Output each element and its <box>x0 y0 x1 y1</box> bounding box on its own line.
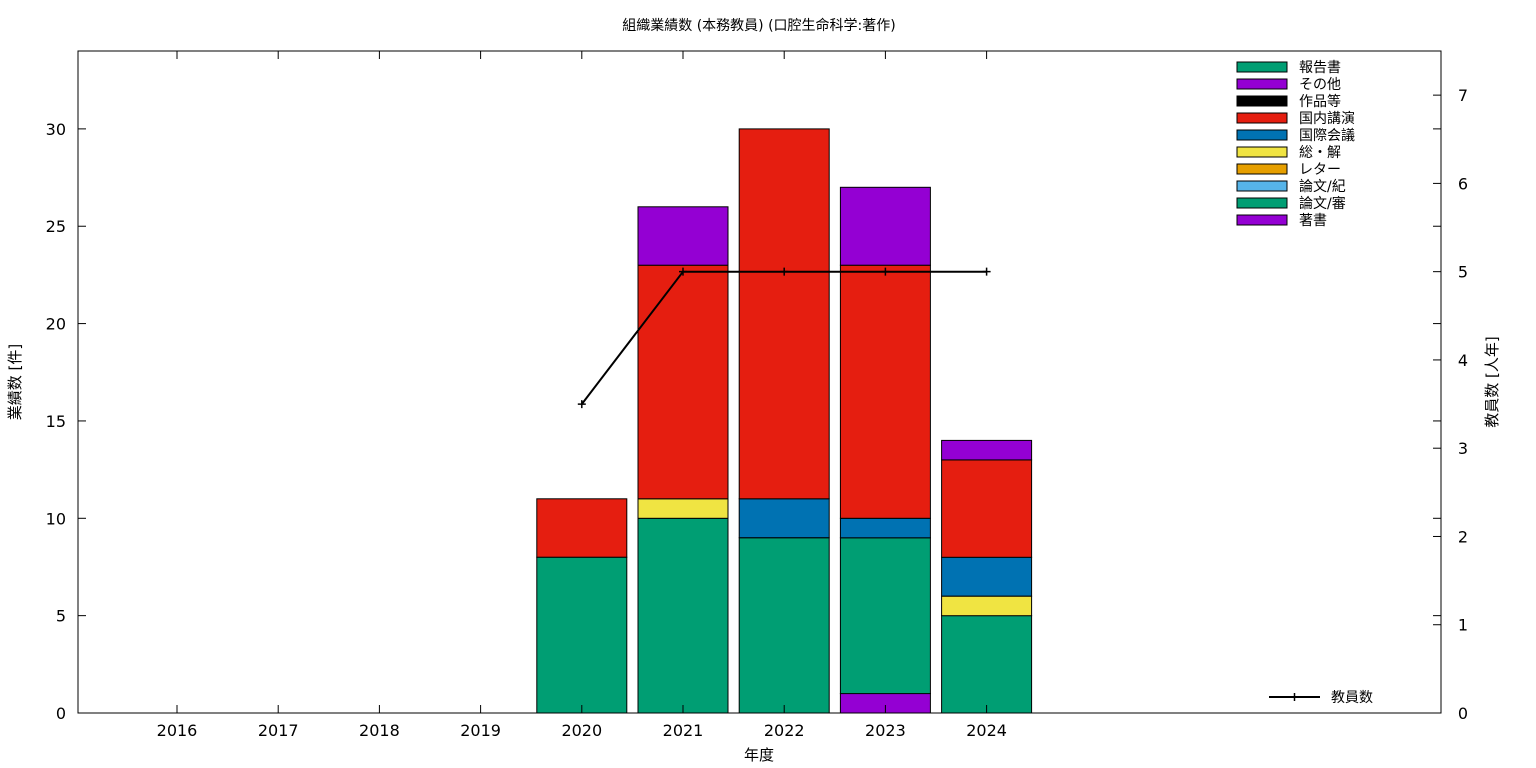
legend-label: 総・解 <box>1299 145 1341 161</box>
y-tick-label: 5 <box>56 607 66 626</box>
line-point-2022 <box>780 267 789 276</box>
x-axis: 2016 2017 2018 2019 2020 2021 2022 2023 2024 <box>157 51 1007 740</box>
y2-tick-label: 4 <box>1458 351 1468 370</box>
legend-swatch <box>1236 197 1288 209</box>
bar-2023-series-6 <box>839 264 931 519</box>
bar-2023-series-1 <box>839 537 931 695</box>
y-tick-label: 20 <box>46 315 66 334</box>
y-axis-right: 0 1 2 3 4 5 6 7 <box>1433 86 1468 723</box>
y2-tick-label: 3 <box>1458 439 1468 458</box>
y-axis-label: 業績数 [件] <box>6 344 24 420</box>
bar-2022-series-5 <box>738 498 830 539</box>
y2-tick-label: 1 <box>1458 616 1468 635</box>
line-point-2024 <box>982 267 991 276</box>
line-point-2021 <box>679 267 687 276</box>
legend-swatch <box>1236 78 1288 90</box>
bar-2020-series-1 <box>536 556 628 714</box>
legend-swatch <box>1236 214 1288 226</box>
plot-frame <box>77 50 1442 714</box>
y2-tick-label: 6 <box>1458 174 1468 193</box>
legend-label: 著書 <box>1299 213 1327 229</box>
y-tick-label: 10 <box>46 509 66 528</box>
bar-2023-series-5 <box>839 517 931 539</box>
legend-label: 報告書 <box>1299 60 1341 76</box>
y2-axis-label: 教員数 [人年] <box>1483 336 1501 427</box>
x-tick-label: 2018 <box>359 721 400 740</box>
legend-label: 国内講演 <box>1299 111 1355 127</box>
y2-tick-label: 0 <box>1458 704 1468 723</box>
legend-swatch <box>1236 61 1288 73</box>
chart-title: 組織業績数 (本務教員) (口腔生命科学:著作) <box>622 17 895 34</box>
bar-2022-series-1 <box>738 537 830 714</box>
legend-swatch <box>1236 95 1288 107</box>
bar-2023-series-8 <box>839 186 931 266</box>
x-tick-label: 2021 <box>663 721 704 740</box>
y-tick-label: 0 <box>56 704 66 723</box>
legend-label: 論文/紀 <box>1299 179 1346 195</box>
legend-swatch <box>1236 112 1288 124</box>
bar-2022-series-6 <box>738 128 830 500</box>
bar-2021-series-6 <box>637 264 729 500</box>
x-tick-label: 2023 <box>865 721 906 740</box>
bar-2020-series-6 <box>536 498 628 558</box>
y-tick-label: 15 <box>46 412 66 431</box>
x-tick-label: 2019 <box>460 721 501 740</box>
x-tick-label: 2020 <box>561 721 602 740</box>
legend-label: 論文/審 <box>1299 196 1346 212</box>
y2-tick-label: 7 <box>1458 86 1468 105</box>
bar-2024-series-4 <box>941 595 1033 617</box>
x-tick-label: 2017 <box>258 721 299 740</box>
x-axis-label: 年度 <box>744 746 774 764</box>
legend-swatch <box>1236 129 1288 141</box>
bar-2024-series-5 <box>941 556 1033 597</box>
x-tick-label: 2022 <box>764 721 805 740</box>
legend-label: その他 <box>1299 77 1341 93</box>
legend-label: レター <box>1299 162 1341 178</box>
bars-layer <box>536 128 1033 714</box>
legend-swatch <box>1236 146 1288 158</box>
x-tick-label: 2024 <box>966 721 1007 740</box>
legend-line-label: 教員数 <box>1331 690 1373 706</box>
y-tick-label: 25 <box>46 217 66 236</box>
y-axis-left: 0 5 10 15 20 25 30 <box>46 120 1441 723</box>
line-point-2020 <box>577 400 586 409</box>
bar-2021-series-1 <box>637 517 729 714</box>
y2-tick-label: 5 <box>1458 263 1468 282</box>
x-tick-label: 2016 <box>157 721 198 740</box>
bar-2024-series-6 <box>941 459 1033 558</box>
line-layer <box>577 267 991 409</box>
legend-label: 作品等 <box>1299 93 1341 110</box>
bar-2024-series-8 <box>941 439 1033 461</box>
bar-2021-series-4 <box>637 498 729 519</box>
legend-label: 国際会議 <box>1299 127 1355 144</box>
legend-swatch <box>1236 163 1288 175</box>
y-tick-label: 30 <box>46 120 66 139</box>
y2-tick-label: 2 <box>1458 527 1468 546</box>
legend-swatch <box>1236 180 1288 192</box>
bar-2024-series-1 <box>941 615 1033 714</box>
line-point-2023 <box>881 267 890 276</box>
bar-2021-series-8 <box>637 206 729 266</box>
